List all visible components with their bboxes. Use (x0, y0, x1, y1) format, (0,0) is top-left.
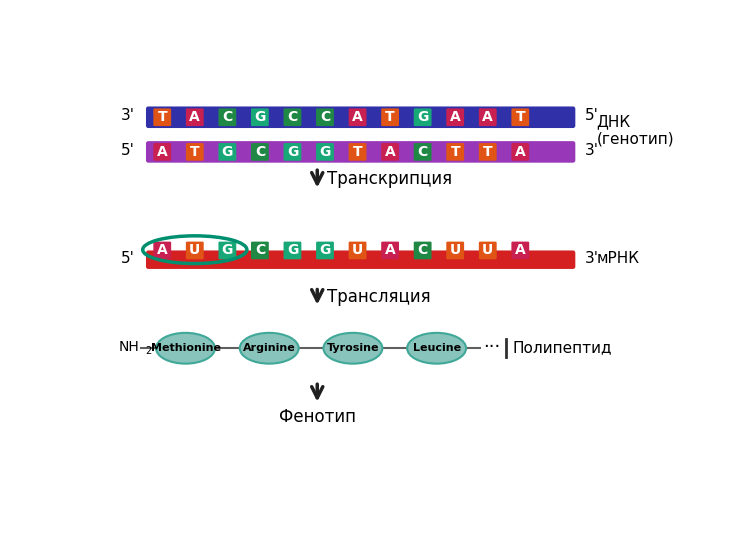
Text: A: A (515, 145, 525, 159)
FancyBboxPatch shape (186, 109, 204, 126)
Text: C: C (417, 145, 428, 159)
Text: A: A (385, 145, 395, 159)
FancyBboxPatch shape (511, 241, 529, 259)
Text: T: T (158, 110, 167, 124)
FancyBboxPatch shape (316, 143, 334, 161)
FancyBboxPatch shape (446, 143, 464, 161)
Text: G: G (222, 244, 233, 258)
Text: T: T (190, 145, 200, 159)
Text: A: A (450, 110, 460, 124)
Text: A: A (189, 110, 201, 124)
Text: 2: 2 (145, 346, 152, 356)
FancyBboxPatch shape (146, 250, 575, 269)
FancyBboxPatch shape (381, 241, 399, 259)
FancyBboxPatch shape (479, 143, 497, 161)
Text: C: C (255, 145, 265, 159)
Text: C: C (222, 110, 232, 124)
Text: G: G (287, 145, 298, 159)
Text: G: G (417, 110, 428, 124)
FancyBboxPatch shape (414, 143, 431, 161)
Ellipse shape (407, 333, 466, 363)
Text: C: C (255, 244, 265, 258)
FancyBboxPatch shape (446, 241, 464, 259)
Text: C: C (417, 244, 428, 258)
Text: Leucine: Leucine (412, 343, 461, 353)
FancyBboxPatch shape (381, 109, 399, 126)
FancyBboxPatch shape (446, 109, 464, 126)
Text: 3': 3' (585, 251, 599, 265)
FancyBboxPatch shape (316, 241, 334, 259)
Text: A: A (352, 110, 363, 124)
Text: U: U (482, 244, 494, 258)
FancyBboxPatch shape (511, 109, 529, 126)
FancyBboxPatch shape (153, 109, 171, 126)
Text: G: G (320, 244, 331, 258)
Text: Трансляция: Трансляция (326, 288, 430, 306)
FancyBboxPatch shape (251, 109, 269, 126)
FancyBboxPatch shape (479, 109, 497, 126)
Text: 3': 3' (585, 143, 599, 158)
Text: A: A (385, 244, 395, 258)
Text: U: U (450, 244, 461, 258)
Text: NH: NH (118, 340, 139, 354)
FancyBboxPatch shape (218, 143, 236, 161)
FancyBboxPatch shape (153, 143, 171, 161)
FancyBboxPatch shape (153, 241, 171, 259)
Text: мРНК: мРНК (596, 251, 639, 265)
FancyBboxPatch shape (251, 143, 269, 161)
Text: T: T (353, 145, 363, 159)
FancyBboxPatch shape (283, 241, 301, 259)
FancyBboxPatch shape (218, 241, 236, 259)
Ellipse shape (240, 333, 299, 363)
FancyBboxPatch shape (146, 141, 575, 162)
Text: Транскрипция: Транскрипция (326, 170, 451, 188)
Text: Methionine: Methionine (150, 343, 221, 353)
Text: T: T (516, 110, 525, 124)
FancyBboxPatch shape (186, 241, 204, 259)
Text: C: C (320, 110, 330, 124)
FancyBboxPatch shape (146, 106, 575, 128)
Text: 5': 5' (121, 143, 135, 158)
Text: ДНК
(генотип): ДНК (генотип) (596, 115, 674, 147)
Ellipse shape (323, 333, 383, 363)
Text: 5': 5' (585, 108, 599, 123)
FancyBboxPatch shape (414, 241, 431, 259)
Text: G: G (255, 110, 266, 124)
Text: G: G (222, 145, 233, 159)
FancyBboxPatch shape (414, 109, 431, 126)
FancyBboxPatch shape (251, 241, 269, 259)
FancyBboxPatch shape (349, 241, 366, 259)
FancyBboxPatch shape (218, 109, 236, 126)
Text: C: C (287, 110, 297, 124)
Ellipse shape (156, 333, 215, 363)
Text: A: A (157, 244, 168, 258)
Text: 5': 5' (121, 251, 135, 265)
FancyBboxPatch shape (349, 109, 366, 126)
Text: Tyrosine: Tyrosine (326, 343, 379, 353)
FancyBboxPatch shape (316, 109, 334, 126)
Text: ···: ··· (483, 338, 500, 357)
Text: U: U (189, 244, 201, 258)
Text: T: T (451, 145, 460, 159)
FancyBboxPatch shape (511, 143, 529, 161)
FancyBboxPatch shape (381, 143, 399, 161)
Text: A: A (157, 145, 168, 159)
FancyBboxPatch shape (349, 143, 366, 161)
Text: Полипептид: Полипептид (513, 340, 612, 355)
Text: 3': 3' (121, 108, 135, 123)
Text: Arginine: Arginine (243, 343, 295, 353)
Text: T: T (386, 110, 395, 124)
Text: G: G (287, 244, 298, 258)
Text: G: G (320, 145, 331, 159)
FancyBboxPatch shape (186, 143, 204, 161)
Text: U: U (352, 244, 363, 258)
Text: Фенотип: Фенотип (279, 408, 356, 426)
Text: A: A (515, 244, 525, 258)
Text: T: T (483, 145, 493, 159)
FancyBboxPatch shape (283, 109, 301, 126)
FancyBboxPatch shape (283, 143, 301, 161)
FancyBboxPatch shape (479, 241, 497, 259)
Text: A: A (482, 110, 493, 124)
